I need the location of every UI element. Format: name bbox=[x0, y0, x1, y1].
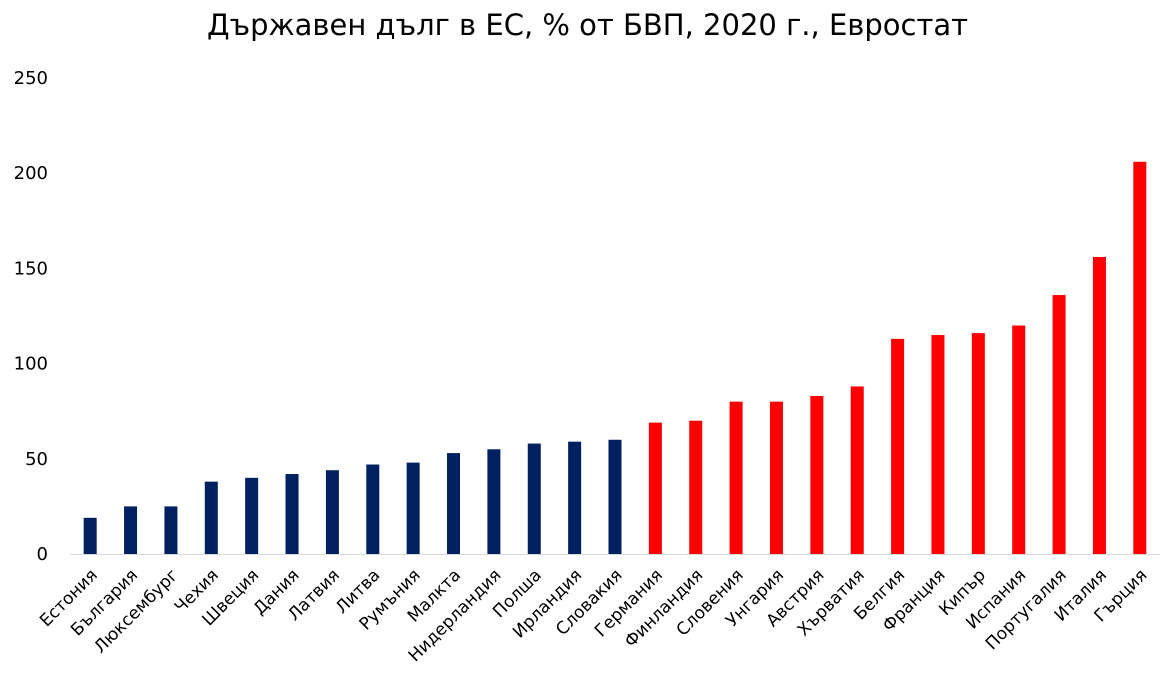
bar bbox=[487, 449, 501, 554]
bars-group bbox=[83, 161, 1147, 554]
chart-title: Държавен дълг в ЕС, % от БВП, 2020 г., Е… bbox=[206, 8, 969, 42]
bar bbox=[648, 422, 662, 554]
bar bbox=[1052, 295, 1066, 554]
bar bbox=[1092, 256, 1106, 554]
bar bbox=[810, 395, 824, 554]
bar bbox=[366, 464, 380, 554]
bar bbox=[83, 517, 97, 554]
bar bbox=[689, 420, 703, 554]
bar bbox=[971, 333, 985, 554]
y-tick-label: 150 bbox=[14, 258, 48, 279]
bar bbox=[325, 470, 339, 554]
bar bbox=[164, 506, 178, 554]
y-tick-label: 250 bbox=[14, 68, 48, 89]
bar bbox=[204, 481, 218, 554]
y-tick-label: 0 bbox=[37, 544, 48, 565]
bar bbox=[1012, 325, 1026, 554]
y-axis: 0 50 100 150 200 250 bbox=[14, 68, 48, 565]
bar bbox=[245, 477, 259, 554]
x-axis-labels: ЕстонияБългарияЛюксембургЧехияШвецияДани… bbox=[36, 565, 1151, 666]
bar bbox=[285, 474, 299, 554]
bar bbox=[891, 338, 905, 554]
bar bbox=[769, 401, 783, 554]
bar bbox=[729, 401, 743, 554]
bar bbox=[447, 453, 461, 554]
bar bbox=[568, 441, 582, 554]
bar bbox=[608, 439, 622, 554]
bar bbox=[1133, 161, 1147, 554]
bar bbox=[406, 462, 420, 554]
bar bbox=[850, 386, 864, 554]
y-tick-label: 100 bbox=[14, 354, 48, 375]
bar bbox=[527, 443, 541, 554]
y-tick-label: 50 bbox=[25, 449, 48, 470]
bar bbox=[931, 335, 945, 554]
bar bbox=[124, 506, 138, 554]
y-tick-label: 200 bbox=[14, 163, 48, 184]
